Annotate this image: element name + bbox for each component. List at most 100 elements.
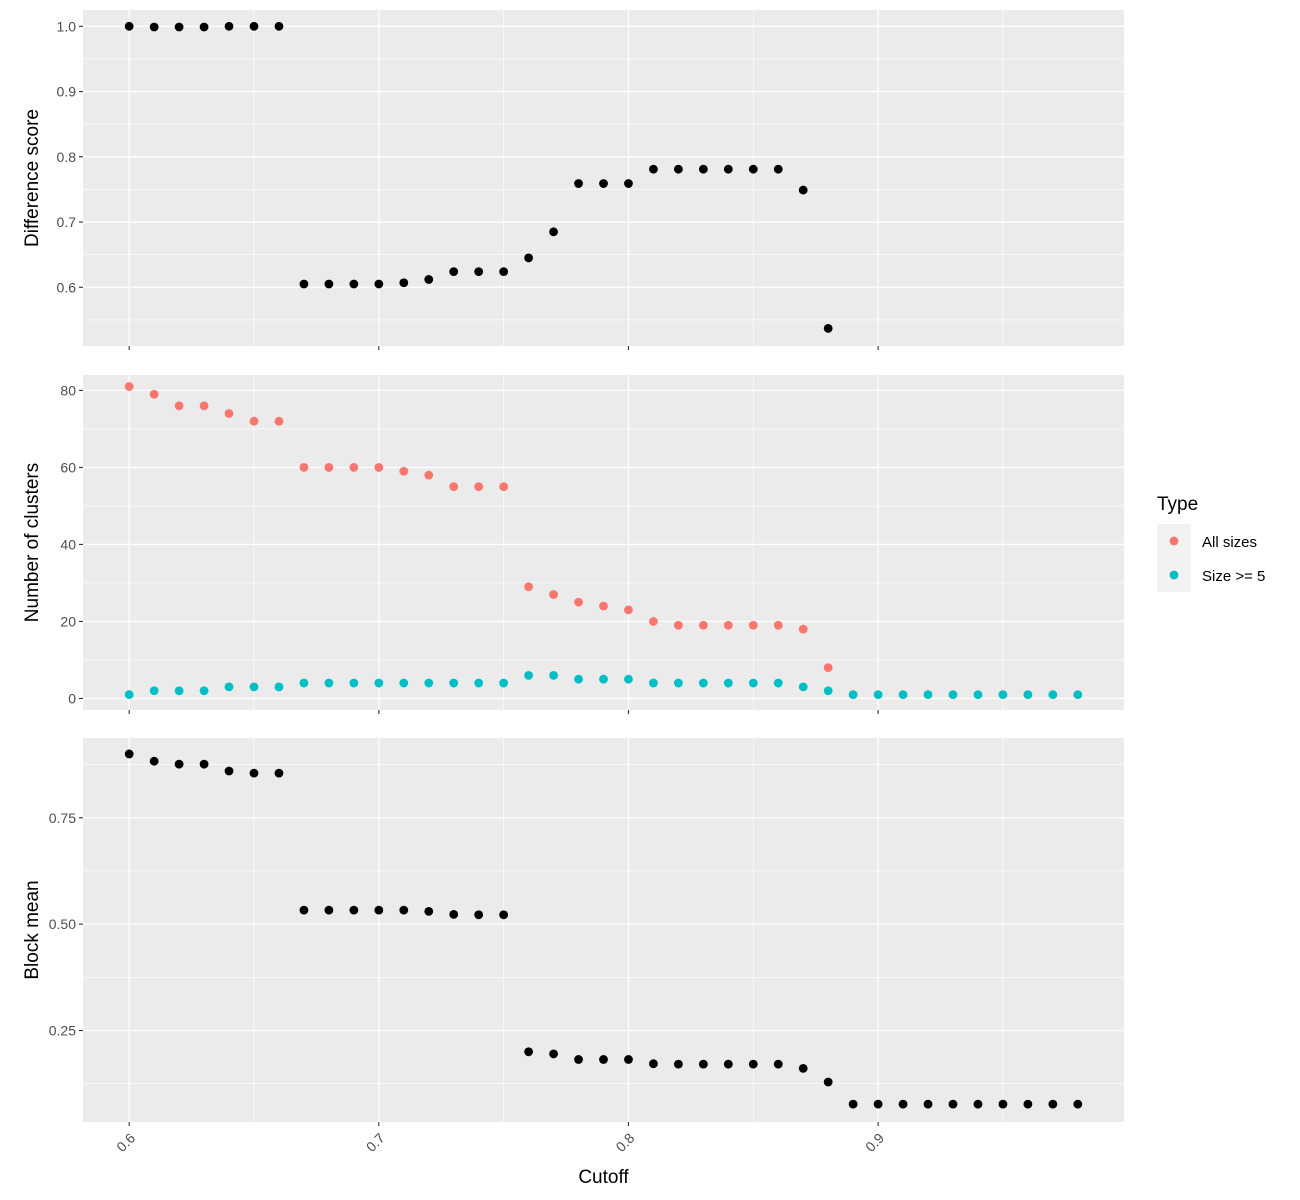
- data-point: [873, 1099, 883, 1109]
- data-point: [574, 179, 583, 188]
- data-point: [399, 678, 409, 688]
- y-tick-label: 40: [60, 536, 76, 552]
- data-point: [624, 179, 633, 188]
- series-1: [124, 21, 833, 333]
- series-1: [124, 382, 833, 673]
- data-point: [474, 267, 484, 277]
- data-point: [624, 605, 633, 615]
- data-point: [124, 382, 134, 391]
- data-point: [374, 678, 384, 688]
- data-point: [1023, 1099, 1033, 1109]
- data-point: [199, 22, 209, 32]
- data-point: [449, 482, 459, 492]
- data-point: [399, 278, 409, 288]
- data-point: [174, 759, 184, 769]
- y-tick-label: 0.6: [57, 279, 77, 295]
- legend: Type All sizes Size >= 5: [1157, 494, 1265, 592]
- data-point: [124, 749, 134, 759]
- legend-key-point: [1169, 536, 1179, 546]
- data-point: [948, 1099, 958, 1109]
- data-point: [324, 279, 334, 289]
- data-point: [449, 909, 459, 919]
- data-point: [923, 1099, 933, 1109]
- data-point: [998, 690, 1008, 699]
- data-point: [973, 1099, 983, 1109]
- data-point: [199, 401, 209, 411]
- data-point: [224, 409, 234, 418]
- data-point: [474, 678, 484, 688]
- data-point: [324, 463, 334, 472]
- data-point: [374, 905, 384, 915]
- data-point: [124, 690, 134, 699]
- y-tick-label: 0.8: [57, 149, 77, 165]
- data-point: [199, 686, 209, 696]
- data-point: [274, 768, 284, 778]
- data-point: [673, 1059, 683, 1069]
- x-tick-label: 0.8: [612, 1130, 637, 1155]
- data-point: [549, 1049, 558, 1059]
- data-point: [174, 686, 184, 696]
- data-point: [673, 678, 683, 688]
- data-point: [499, 678, 509, 688]
- data-point: [149, 389, 159, 399]
- data-point: [798, 682, 808, 692]
- data-point: [449, 678, 459, 688]
- data-point: [574, 674, 583, 684]
- y-tick-label: 1.0: [57, 18, 77, 34]
- data-point: [574, 597, 583, 607]
- data-point: [698, 1059, 708, 1069]
- data-point: [773, 164, 783, 174]
- data-point: [599, 1055, 608, 1064]
- data-point: [599, 674, 608, 684]
- data-point: [698, 164, 708, 174]
- data-point: [224, 21, 234, 31]
- data-point: [823, 323, 833, 333]
- data-point: [649, 617, 658, 626]
- data-point: [274, 682, 284, 692]
- x-tick-label: 0.9: [862, 1130, 887, 1155]
- data-point: [149, 686, 159, 696]
- data-point: [399, 466, 409, 476]
- data-point: [249, 416, 259, 426]
- data-point: [1048, 690, 1058, 699]
- data-point: [549, 590, 558, 599]
- panel-1: 0.6 0.7 0.8 0.9 1.0 Difference score: [22, 10, 1124, 350]
- data-point: [199, 759, 209, 769]
- data-point: [549, 670, 558, 680]
- data-point: [873, 690, 883, 699]
- data-point: [424, 275, 434, 284]
- data-point: [349, 678, 359, 688]
- data-point: [299, 279, 309, 289]
- data-point: [474, 482, 484, 492]
- data-point: [998, 1099, 1008, 1109]
- data-point: [474, 910, 484, 920]
- data-point: [649, 678, 658, 688]
- data-point: [524, 582, 534, 592]
- data-point: [848, 690, 858, 699]
- data-point: [848, 1099, 858, 1109]
- data-point: [174, 401, 184, 411]
- panel-3: 0.25 0.50 0.75 Block mean: [22, 738, 1124, 1126]
- series-2: [124, 670, 1083, 699]
- data-point: [374, 279, 384, 289]
- data-point: [124, 21, 134, 31]
- data-point: [1073, 690, 1083, 699]
- data-point: [798, 624, 808, 634]
- panel-background: [83, 10, 1124, 346]
- data-point: [599, 601, 608, 611]
- x-tick-label: 0.7: [363, 1130, 388, 1155]
- data-point: [399, 905, 409, 915]
- data-point: [798, 1063, 808, 1073]
- data-point: [499, 910, 509, 920]
- legend-title: Type: [1157, 494, 1198, 515]
- data-point: [1048, 1099, 1058, 1109]
- data-point: [748, 164, 758, 174]
- panel-2: 0 20 40 60 80 Number of clusters: [22, 375, 1124, 714]
- data-point: [1073, 1099, 1083, 1109]
- data-point: [723, 164, 733, 174]
- data-point: [823, 663, 833, 673]
- series-1: [124, 749, 1083, 1109]
- data-point: [698, 678, 708, 688]
- y-tick-label: 0.7: [57, 214, 77, 230]
- legend-label: All sizes: [1202, 534, 1257, 551]
